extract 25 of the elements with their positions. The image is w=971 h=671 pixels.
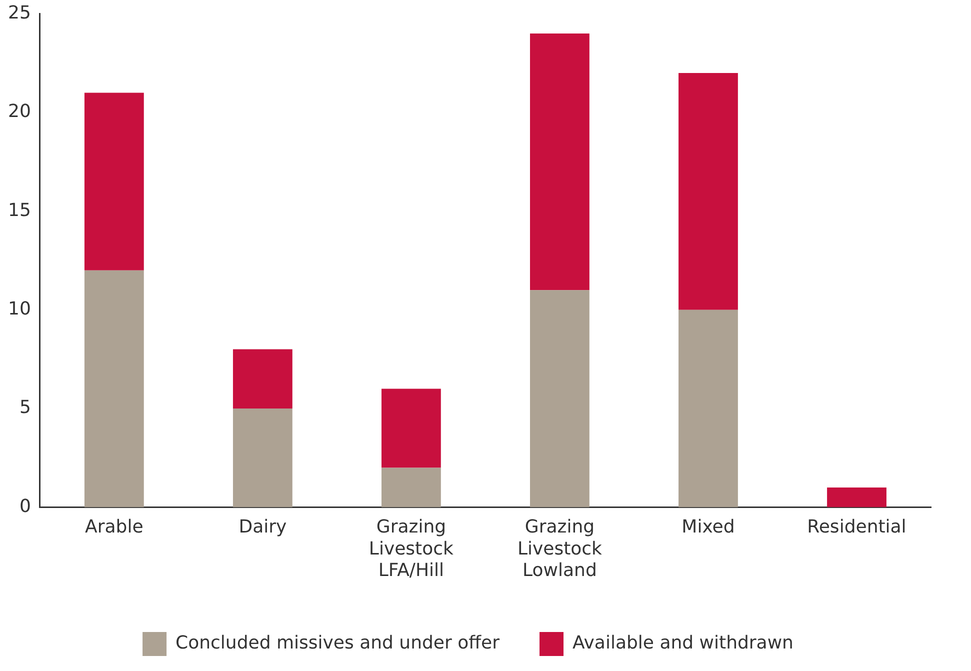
x-tick-label: Dairy xyxy=(238,516,287,538)
y-tick-label: 25 xyxy=(8,2,31,24)
bar xyxy=(381,388,441,468)
x-tick-label: Grazing Livestock Lowland xyxy=(517,516,603,581)
bar xyxy=(827,487,886,508)
legend-label: Concluded missives and under offer xyxy=(176,632,500,654)
y-tick-label: 10 xyxy=(8,298,31,320)
bar xyxy=(84,270,144,508)
bar xyxy=(530,290,590,508)
bar xyxy=(84,92,144,270)
x-tick-label: Arable xyxy=(85,516,144,538)
bar xyxy=(232,349,292,409)
y-tick-label: 20 xyxy=(8,101,31,122)
bar xyxy=(530,34,590,290)
x-tick-label: Grazing Livestock LFA/Hill xyxy=(368,516,454,581)
y-tick-label: 15 xyxy=(8,200,31,221)
y-tick-label: 0 xyxy=(19,496,31,517)
legend-label: Available and withdrawn xyxy=(572,632,794,654)
bar xyxy=(678,73,738,310)
bar xyxy=(232,408,292,508)
bar xyxy=(381,468,441,508)
bar xyxy=(678,310,738,508)
x-tick-label: Residential xyxy=(807,516,906,538)
y-tick-label: 5 xyxy=(19,397,31,418)
x-tick-label: Mixed xyxy=(682,516,735,538)
